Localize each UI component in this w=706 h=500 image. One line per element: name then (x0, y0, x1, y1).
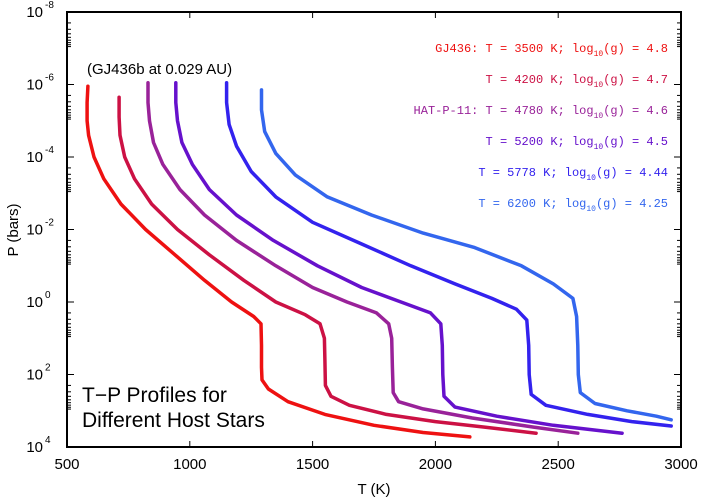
x-tick-label: 1500 (296, 456, 329, 473)
y-tick-label: 10 (26, 149, 43, 166)
y-tick-exponent: 0 (45, 290, 51, 301)
y-tick-exponent: -6 (45, 73, 54, 84)
legend-entry-gj436: GJ436: T = 3500 K; log10(g) = 4.8 (435, 42, 668, 59)
y-tick-label: 10 (26, 222, 43, 239)
legend-entry-t5778: T = 5778 K; log10(g) = 4.44 (478, 166, 668, 183)
y-tick-label: 10 (26, 439, 43, 456)
series-line-t5778 (224, 80, 673, 428)
y-tick-label: 10 (26, 367, 43, 384)
x-tick-label: 2000 (419, 456, 452, 473)
x-axis-title: T (K) (357, 481, 390, 498)
y-tick-label: 10 (26, 294, 43, 311)
y-tick-exponent: -2 (45, 218, 54, 229)
chart-title-line-1: T−P Profiles for (82, 384, 227, 407)
planet-annotation: (GJ436b at 0.029 AU) (87, 61, 232, 78)
legend-entry-t4200: T = 4200 K; log10(g) = 4.7 (486, 73, 668, 90)
x-tick-label: 1000 (173, 456, 206, 473)
x-tick-label: 2500 (542, 456, 575, 473)
series-line-t4200 (117, 95, 538, 435)
chart-title-line-2: Different Host Stars (82, 409, 265, 432)
series-line-t5200 (174, 80, 624, 435)
series-line-gj436 (85, 84, 472, 439)
y-axis-title: P (bars) (5, 203, 22, 256)
x-tick-label: 3000 (664, 456, 697, 473)
series-line-hat-p-11 (146, 80, 580, 435)
legend: GJ436: T = 3500 K; log10(g) = 4.8 T = 420… (414, 42, 668, 214)
legend-entry-hat-p-11: HAT-P-11: T = 4780 K; log10(g) = 4.6 (414, 104, 668, 121)
x-tick-label: 500 (54, 456, 79, 473)
y-tick-exponent: 4 (45, 435, 51, 446)
y-tick-exponent: -8 (45, 0, 54, 11)
y-tick-label: 10 (26, 77, 43, 94)
y-tick-label: 10 (26, 4, 43, 21)
y-tick-exponent: -4 (45, 145, 54, 156)
legend-entry-t6200: T = 6200 K; log10(g) = 4.25 (478, 197, 668, 214)
x-axis-ticks: 500 1000 1500 2000 2500 3000 (54, 12, 698, 473)
y-tick-exponent: 2 (45, 363, 51, 374)
series-line-t6200 (259, 88, 673, 422)
series-lines (85, 80, 673, 439)
legend-entry-t5200: T = 5200 K; log10(g) = 4.5 (486, 135, 668, 152)
